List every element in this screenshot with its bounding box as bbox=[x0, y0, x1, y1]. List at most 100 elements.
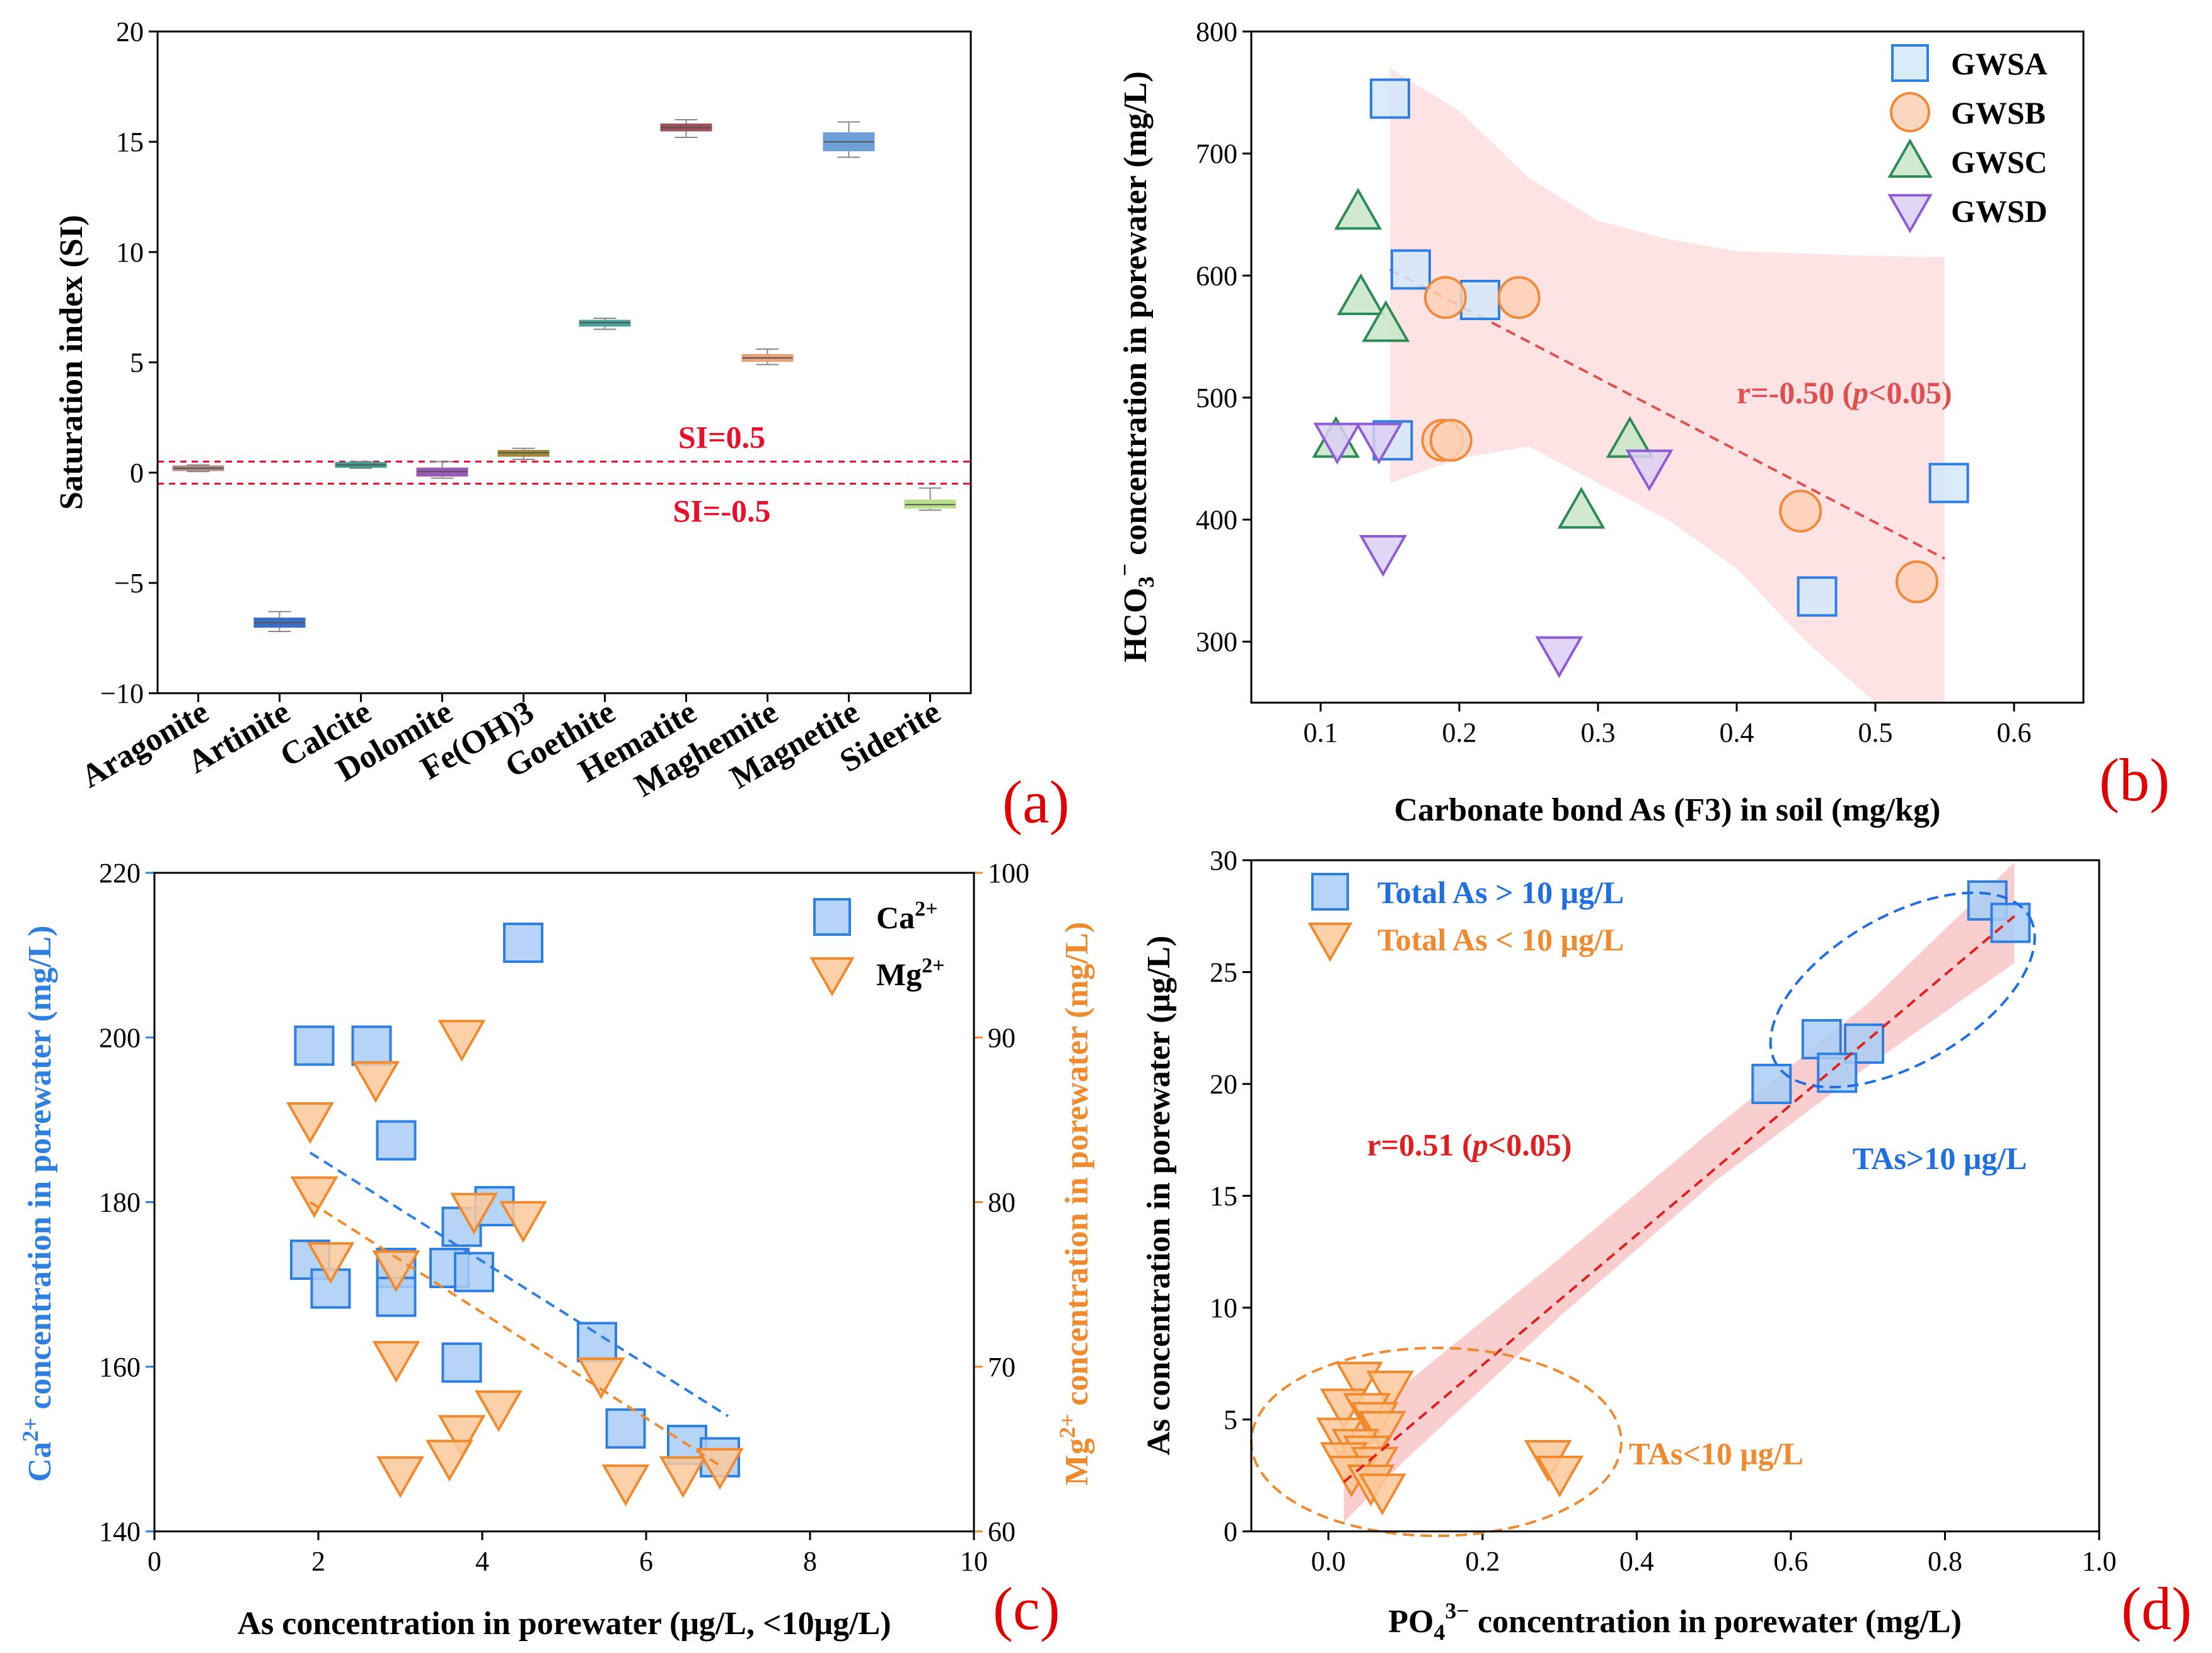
c-point-ca bbox=[441, 1342, 482, 1383]
c-x-tick-label: 4 bbox=[475, 1546, 489, 1577]
c-point-mg bbox=[306, 1242, 355, 1284]
panel-b-y-axis-label: HCO3− concentration in porewater (mg/L) bbox=[1112, 71, 1159, 662]
b-legend-label: GWSB bbox=[1951, 95, 2046, 130]
c-point-mg bbox=[286, 1102, 334, 1144]
d-y-tick-label: 10 bbox=[1210, 1293, 1237, 1323]
c-legend-label-sup: 2+ bbox=[922, 954, 944, 977]
b-legend-marker bbox=[1887, 138, 1933, 178]
a-ref-label: SI=0.5 bbox=[678, 420, 765, 455]
panel-b-plot-area: 300 400 500 600 700 800 0.1 0.2 0.3 0.4 0.5 0.6 GWSA… bbox=[1196, 16, 2047, 748]
b-legend-label: GWSD bbox=[1951, 193, 2047, 229]
d-point bbox=[1990, 902, 2031, 943]
d-y-tick-label: 20 bbox=[1210, 1069, 1237, 1100]
panel-d-axes-frame bbox=[1250, 859, 2100, 1533]
c-point-ca bbox=[605, 1408, 646, 1449]
panel-d-x-label-sup: 3− bbox=[1445, 1598, 1469, 1623]
c-legend-marker bbox=[813, 898, 851, 936]
c-point-mg bbox=[450, 1192, 498, 1235]
d-point bbox=[1751, 1064, 1792, 1104]
a-y-tick-label: −10 bbox=[100, 678, 144, 709]
b-annotation-part: <0.05) bbox=[1868, 375, 1952, 410]
b-x-tick-label: 0.3 bbox=[1581, 717, 1616, 748]
panel-d-x-axis-label: PO43− concentration in porewater (mg/L) bbox=[1388, 1598, 1962, 1645]
c-x-tick-label: 0 bbox=[148, 1546, 161, 1577]
c-point-ca bbox=[577, 1322, 617, 1362]
c-point-mg bbox=[352, 1061, 400, 1103]
panel-b-hco3-scatter: 300 400 500 600 700 800 0.1 0.2 0.3 0.4 0.5 0.6 GWSA… bbox=[1112, 16, 2170, 828]
c-x-tick-label: 6 bbox=[639, 1546, 653, 1577]
panel-c-label: (c) bbox=[993, 1575, 1060, 1642]
a-y-tick-label: −5 bbox=[114, 568, 144, 599]
d-y-tick-label: 25 bbox=[1210, 957, 1237, 988]
b-x-tick-label: 0.5 bbox=[1858, 717, 1893, 748]
panel-c-right-y-axis-label: Mg2+ concentration in porewater (mg/L) bbox=[1055, 922, 1095, 1485]
d-point bbox=[1801, 1019, 1842, 1059]
d-confidence-band bbox=[1343, 862, 2015, 1523]
panel-d-label: (d) bbox=[2121, 1575, 2192, 1642]
d-x-tick-label: 0.4 bbox=[1619, 1546, 1654, 1577]
a-y-tick-label: 20 bbox=[116, 16, 144, 47]
b-point-gwsb bbox=[1896, 560, 1938, 604]
b-point-gwsa bbox=[1391, 249, 1431, 290]
b-point-gwsd bbox=[1535, 636, 1584, 679]
c-point-ca bbox=[503, 923, 543, 964]
b-y-tick-label: 400 bbox=[1196, 505, 1237, 536]
panel-b-y-label-rest: concentration in porewater (mg/L) bbox=[1118, 71, 1154, 563]
a-y-tick-label: 10 bbox=[116, 237, 144, 268]
c-legend-label: Mg2+ bbox=[876, 954, 945, 992]
b-legend-marker bbox=[1887, 193, 1933, 234]
c-point-mg bbox=[601, 1464, 650, 1507]
d-x-tick-label: 1.0 bbox=[2082, 1546, 2117, 1577]
panel-d-as-po4-scatter: 0 5 10 15 20 25 30 0.0 0.2 0.4 0.6 0.8 1.0 Total As >… bbox=[1141, 845, 2192, 1645]
b-annotation-part: r=-0.50 ( bbox=[1737, 375, 1853, 410]
b-point-gwsb bbox=[1497, 276, 1541, 320]
b-point-gwsb bbox=[1429, 418, 1473, 462]
d-x-tick-label: 0.2 bbox=[1465, 1546, 1500, 1577]
b-y-tick-label: 300 bbox=[1196, 626, 1237, 657]
a-y-tick-label: 15 bbox=[116, 127, 144, 158]
b-point-gwsa bbox=[1928, 463, 1969, 504]
d-group-label: TAs>10 μg/L bbox=[1853, 1141, 2027, 1176]
panel-b-x-axis-label: Carbonate bond As (F3) in soil (mg/kg) bbox=[1394, 792, 1941, 828]
c-point-ca bbox=[294, 1025, 335, 1066]
c-point-mg bbox=[376, 1456, 424, 1499]
b-point-gwsd bbox=[1313, 422, 1362, 465]
c-point-ca bbox=[376, 1120, 417, 1161]
panel-a-plot-area: −10−505101520SI=0.5SI=-0.5AragoniteArtin… bbox=[75, 16, 971, 804]
c-point-mg bbox=[290, 1176, 339, 1218]
b-point-gwsc bbox=[1362, 300, 1410, 342]
d-correlation-annotation: r=0.51 (p<0.05) bbox=[1367, 1127, 1572, 1163]
c-y-left-tick-label: 140 bbox=[99, 1516, 141, 1547]
panel-d-y-axis-label: As concentration in porewater (μg/L) bbox=[1141, 936, 1177, 1456]
c-point-ca bbox=[351, 1025, 392, 1066]
c-y-right-tick-label: 80 bbox=[988, 1187, 1016, 1218]
d-point bbox=[1358, 1473, 1406, 1516]
c-legend-label-main: Mg bbox=[876, 957, 922, 992]
b-point-gwsa bbox=[1460, 280, 1500, 320]
c-point-mg bbox=[577, 1357, 625, 1400]
panel-a-y-axis-label: Saturation index (SI) bbox=[54, 215, 90, 510]
b-point-gwsc bbox=[1336, 273, 1385, 316]
b-point-gwsd bbox=[1355, 422, 1403, 465]
a-ref-label: SI=-0.5 bbox=[673, 493, 771, 529]
b-legend-marker bbox=[1891, 44, 1929, 82]
c-x-tick-label: 10 bbox=[960, 1546, 988, 1577]
panel-c-right-y-label-sup: 2+ bbox=[1055, 1414, 1080, 1439]
b-x-tick-label: 0.2 bbox=[1442, 717, 1477, 748]
c-point-mg bbox=[437, 1415, 486, 1457]
c-legend-label-main: Ca bbox=[876, 900, 915, 935]
d-point bbox=[1366, 1370, 1415, 1413]
d-point bbox=[1536, 1455, 1584, 1498]
d-y-tick-label: 0 bbox=[1224, 1516, 1237, 1547]
b-y-tick-label: 800 bbox=[1196, 16, 1237, 47]
panel-c-left-y-label-main: Ca bbox=[22, 1442, 58, 1482]
d-annotation-italic: p bbox=[1470, 1127, 1488, 1163]
d-y-tick-label: 30 bbox=[1210, 845, 1237, 876]
panel-c-x-axis-label: As concentration in porewater (μg/L, <10… bbox=[237, 1606, 891, 1642]
panel-d-x-label-main: PO bbox=[1388, 1604, 1433, 1640]
b-confidence-band bbox=[1390, 68, 1945, 703]
c-x-tick-label: 8 bbox=[803, 1546, 817, 1577]
c-point-mg bbox=[659, 1456, 707, 1499]
